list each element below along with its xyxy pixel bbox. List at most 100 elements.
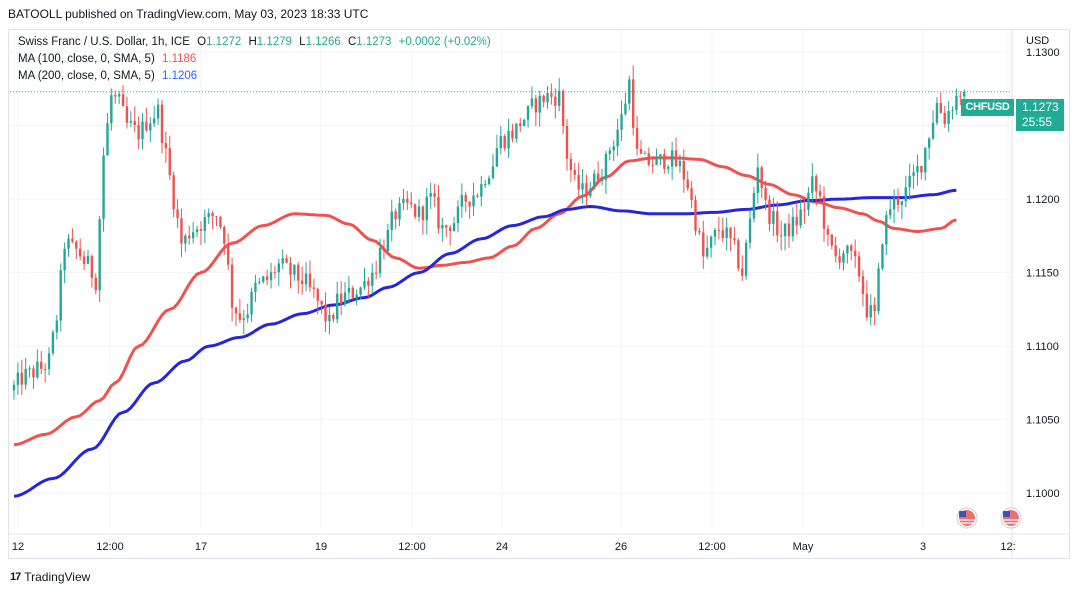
candle-body [456, 206, 460, 224]
candle-body [573, 170, 576, 175]
candle-body [717, 229, 721, 231]
legend-change: +0.0002 (+0.02%) [398, 36, 491, 48]
ma100-line [13, 156, 957, 447]
candle-body [160, 104, 164, 144]
candle-body [94, 277, 97, 291]
candle-body [254, 282, 257, 292]
candle-body [682, 161, 686, 180]
candle-body [55, 320, 59, 333]
candle-body [491, 166, 495, 179]
candle-body [79, 248, 82, 257]
y-axis-tick-label: 1.1050 [1026, 415, 1060, 427]
candle-body [546, 93, 549, 103]
candle-body [67, 238, 70, 249]
y-axis-tick-label: 1.1150 [1026, 268, 1059, 280]
x-axis-tick-label: May [793, 541, 814, 553]
y-axis-tick-label: 1.1100 [1026, 341, 1059, 353]
candle-body [554, 96, 557, 106]
candle-body [188, 235, 191, 239]
candle-body [269, 272, 273, 281]
candle-body [947, 110, 950, 124]
bar-countdown: 25:55 [1022, 115, 1053, 129]
legend-ma100-label[interactable]: MA (100, close, 0, SMA, 5) [18, 53, 155, 65]
candle-body [448, 227, 452, 231]
candle-body [608, 150, 612, 154]
candle-body [308, 273, 312, 288]
candle-body [834, 245, 837, 257]
candle-body [803, 209, 806, 211]
candle-body [24, 368, 27, 385]
candle-body [542, 95, 545, 103]
candle-body [172, 175, 175, 210]
candle-body [495, 148, 499, 167]
candle-body [421, 206, 425, 221]
candle-body [332, 314, 335, 320]
legend-open-label: O [197, 36, 207, 48]
candle-body [223, 227, 226, 244]
currency-label[interactable]: USD [1026, 35, 1050, 47]
candle-body [382, 247, 386, 252]
candle-body [464, 194, 467, 202]
candle-body [328, 314, 331, 322]
legend-symbol[interactable]: Swiss Franc / U.S. Dollar, 1h, ICE [18, 36, 190, 48]
candle-body [413, 204, 417, 217]
us-flag-event-icon [956, 507, 978, 529]
candle-body [670, 150, 674, 167]
x-axis-tick-label: 12:00 [398, 541, 426, 553]
candle-body [156, 104, 160, 119]
candle-body [861, 276, 865, 294]
candle-body [963, 91, 966, 97]
candle-body [199, 229, 203, 231]
candle-body [402, 198, 405, 204]
candle-body [378, 247, 382, 273]
candle-body [705, 247, 709, 257]
candle-body [519, 123, 522, 126]
candle-body [258, 281, 261, 283]
candle-body [791, 216, 795, 237]
candle-body [667, 166, 670, 169]
candle-body [410, 202, 413, 205]
candle-body [526, 106, 530, 120]
candle-body [59, 270, 62, 321]
candle-body [651, 164, 654, 166]
candle-body [71, 238, 74, 242]
candle-body [63, 248, 66, 271]
candle-body [795, 216, 798, 226]
candle-body [304, 273, 308, 285]
legend-ma200-label[interactable]: MA (200, close, 0, SMA, 5) [18, 70, 155, 82]
candle-body [916, 165, 919, 173]
candle-body [484, 184, 487, 186]
candle-body [90, 256, 94, 278]
candle-body [129, 121, 133, 123]
candle-body [678, 161, 682, 167]
candle-body [277, 263, 281, 273]
candle-body [931, 122, 935, 139]
candle-body [75, 241, 78, 249]
candle-body [12, 384, 16, 391]
candle-body [690, 188, 693, 201]
candle-body [647, 153, 650, 165]
candle-body [265, 276, 269, 281]
candle-body [639, 148, 643, 154]
candle-body [620, 114, 623, 130]
candle-body [36, 361, 39, 378]
candle-body [725, 227, 728, 239]
candle-body [145, 121, 148, 131]
candle-body [822, 196, 826, 229]
candle-body [86, 256, 90, 264]
candle-body [390, 211, 393, 230]
candle-body [425, 196, 428, 221]
candle-body [881, 244, 884, 269]
ma200-line [13, 188, 957, 498]
candle-body [585, 183, 588, 196]
candle-body [892, 197, 896, 210]
candle-body [846, 245, 849, 254]
candle-body [869, 305, 872, 318]
candle-body [561, 90, 565, 127]
legend-ma100-value: 1.1186 [161, 53, 197, 65]
candle-body [195, 229, 199, 233]
footer-brand[interactable]: 17 TradingView [10, 570, 90, 584]
candle-body [686, 179, 689, 189]
candle-body [507, 130, 510, 149]
